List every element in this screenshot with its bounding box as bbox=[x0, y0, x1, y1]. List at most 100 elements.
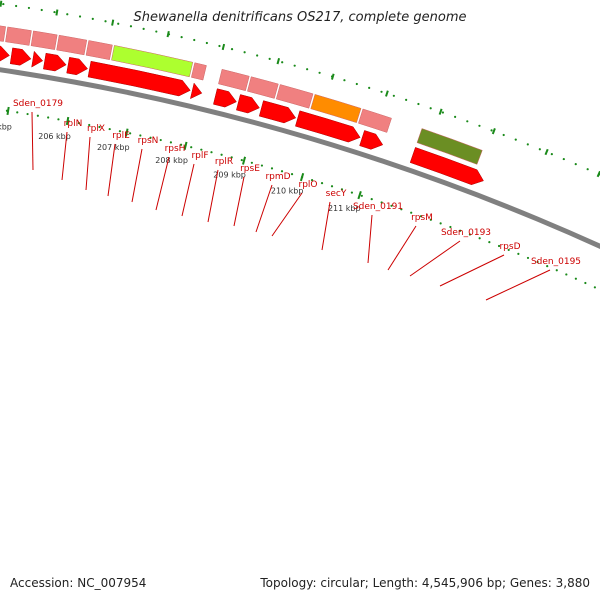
gene-label-rplr: rplR bbox=[215, 157, 233, 167]
ring-major-tick bbox=[0, 0, 3, 7]
scale-dot bbox=[230, 156, 233, 159]
tick-dot bbox=[230, 48, 234, 51]
scale-dot bbox=[449, 225, 452, 229]
gene-block-18 bbox=[358, 108, 392, 133]
gene-label-rplo: rplO bbox=[299, 180, 318, 190]
tick-dot bbox=[380, 90, 383, 93]
gene-label-rpln: rplN bbox=[64, 119, 83, 129]
ring-major-tick bbox=[330, 73, 335, 80]
gene-block-8 bbox=[5, 26, 32, 46]
gene-block-15 bbox=[247, 76, 279, 99]
kbp-major-tick bbox=[357, 190, 362, 200]
ring-major-tick bbox=[385, 90, 389, 97]
ring-major-tick bbox=[111, 19, 115, 26]
tick-dot bbox=[117, 22, 120, 25]
tick-dot bbox=[562, 157, 565, 161]
scale-dot bbox=[429, 218, 432, 221]
gene-label-rplf: rplF bbox=[191, 151, 208, 161]
cds-arrow-14 bbox=[87, 60, 191, 97]
accession-text: Accession: NC_007954 bbox=[10, 576, 147, 590]
scale-dot bbox=[468, 233, 472, 236]
scale-dot bbox=[36, 114, 39, 117]
scale-dot bbox=[139, 134, 142, 137]
tick-dot bbox=[478, 124, 481, 127]
gene-label-sden-0193: Sden_0193 bbox=[441, 228, 491, 238]
cds-arrow-16 bbox=[213, 88, 237, 108]
tick-dot bbox=[574, 163, 577, 166]
tick-dot bbox=[129, 25, 133, 28]
tick-dot bbox=[40, 8, 43, 12]
genome-title: Shewanella denitrificans OS217, complete… bbox=[133, 10, 467, 25]
label-leader-line bbox=[155, 156, 170, 211]
label-leader-line bbox=[387, 225, 417, 271]
scale-dot bbox=[517, 252, 520, 256]
cds-arrow-12 bbox=[43, 52, 67, 72]
tick-dot bbox=[514, 138, 517, 141]
cds-arrow-9 bbox=[0, 45, 10, 62]
scale-dot bbox=[380, 201, 383, 204]
scale-dot bbox=[410, 211, 413, 214]
kbp-label-8: 210 kbp bbox=[271, 187, 304, 196]
scale-dot bbox=[240, 158, 243, 162]
tick-dot bbox=[104, 20, 107, 23]
scale-dot bbox=[478, 237, 481, 240]
label-leader-line bbox=[207, 169, 219, 223]
label-leader-line bbox=[181, 163, 195, 217]
tick-dot bbox=[142, 27, 145, 30]
scale-dot bbox=[320, 182, 324, 185]
cds-arrow-13 bbox=[66, 57, 88, 76]
scale-dot bbox=[26, 112, 29, 116]
scale-dot bbox=[565, 273, 568, 276]
gene-label-secy: secY bbox=[326, 189, 347, 199]
ring-major-tick bbox=[491, 128, 496, 135]
scale-dot bbox=[360, 194, 363, 197]
label-leader-line bbox=[61, 131, 68, 181]
tick-dot bbox=[53, 10, 56, 14]
scale-dot bbox=[88, 123, 91, 127]
scale-dot bbox=[77, 121, 81, 125]
scale-dot bbox=[129, 132, 132, 135]
tick-dot bbox=[490, 129, 493, 132]
tick-dot bbox=[454, 115, 457, 118]
tick-dot bbox=[15, 4, 18, 8]
scale-dot bbox=[340, 188, 344, 191]
gene-block-10 bbox=[56, 34, 88, 56]
gene-label-sden-0191: Sden_0191 bbox=[353, 202, 403, 212]
kbp-major-tick bbox=[6, 106, 10, 116]
kbp-label-4: 206 kbp bbox=[38, 132, 71, 141]
ring-major-tick bbox=[544, 148, 549, 156]
cds-arrow-10 bbox=[9, 47, 32, 66]
label-leader-line bbox=[131, 148, 143, 203]
tick-dot bbox=[586, 168, 589, 171]
gene-label-rple: rplE bbox=[112, 131, 130, 141]
scale-dot bbox=[220, 153, 223, 156]
kbp-label-5: 207 kbp bbox=[97, 143, 130, 152]
scale-dot bbox=[584, 281, 587, 285]
scale-dot bbox=[260, 164, 264, 167]
scale-dot bbox=[190, 146, 193, 149]
scale-dot bbox=[280, 170, 284, 173]
tick-dot bbox=[392, 94, 395, 97]
cds-arrow-21 bbox=[409, 147, 484, 185]
gene-label-sden-0179: Sden_0179 bbox=[13, 99, 63, 109]
tick-dot bbox=[155, 30, 158, 33]
scale-dot bbox=[250, 161, 253, 164]
gene-label-rpsm: rpsM bbox=[411, 213, 433, 223]
ring-major-tick bbox=[438, 108, 443, 115]
scale-dot bbox=[536, 260, 539, 264]
kbp-label-6: 208 kbp bbox=[155, 156, 188, 165]
gene-label-rpmd: rpmD bbox=[265, 172, 290, 182]
scale-dot bbox=[310, 178, 314, 182]
tick-dot bbox=[405, 98, 408, 101]
label-leader-line bbox=[271, 192, 303, 237]
scale-dot bbox=[439, 222, 442, 225]
tick-dot bbox=[78, 15, 82, 18]
scale-dot bbox=[108, 127, 111, 131]
scale-dot bbox=[210, 151, 213, 154]
tick-dot bbox=[550, 153, 553, 156]
scale-dot bbox=[200, 148, 203, 151]
tick-dot bbox=[306, 68, 309, 71]
gene-block-13 bbox=[191, 62, 207, 81]
scale-dot bbox=[169, 141, 173, 144]
